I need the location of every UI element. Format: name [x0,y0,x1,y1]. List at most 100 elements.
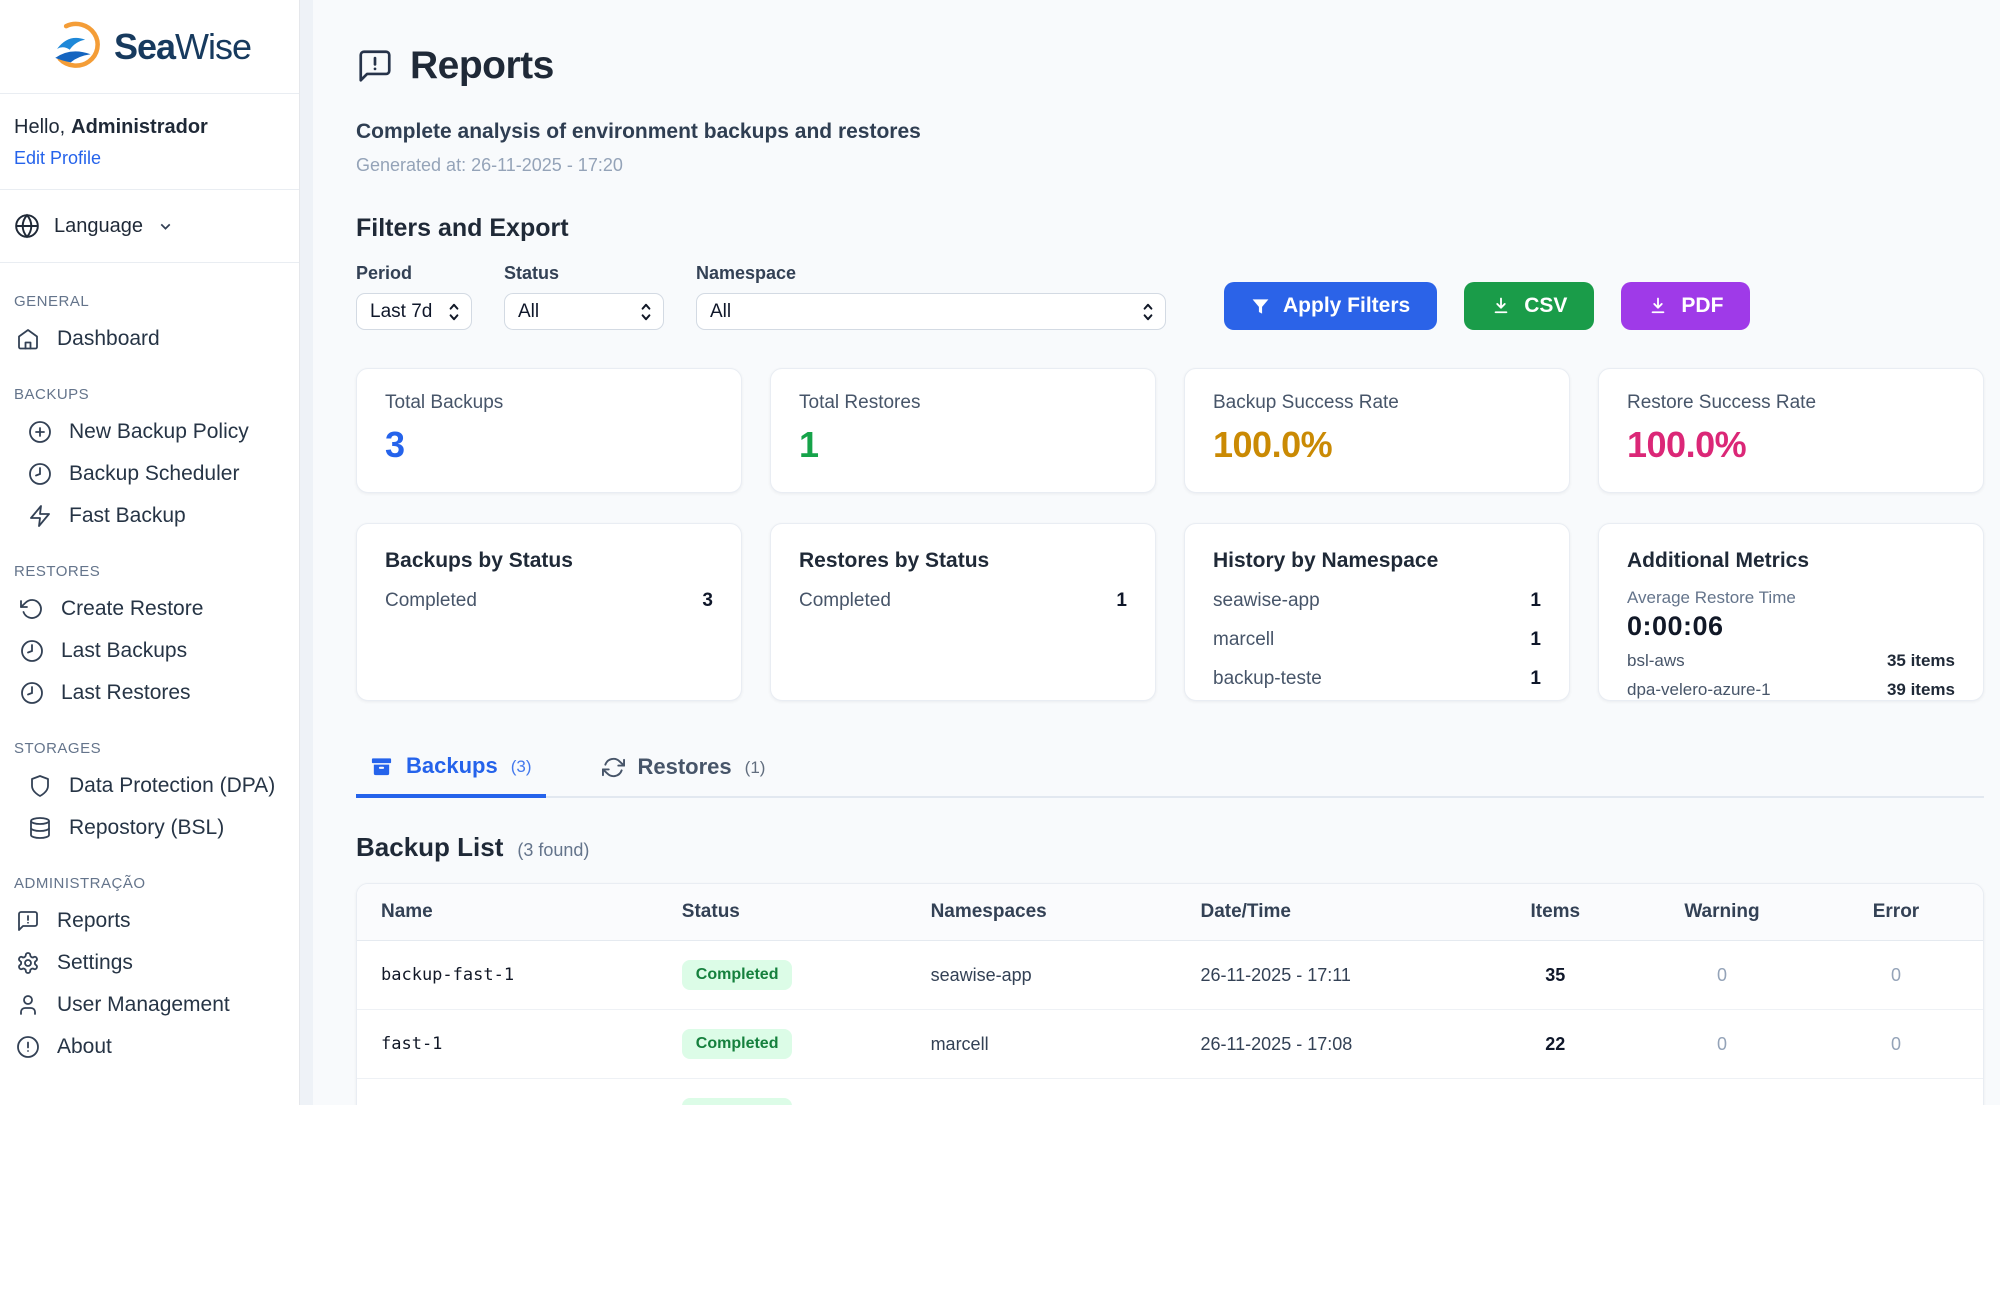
tab-restores[interactable]: Restores (1) [588,745,780,796]
namespace-row: backup-teste 1 [1213,668,1541,690]
section-label-general: GENERAL [14,293,90,310]
row-value: 1 [1530,629,1541,650]
sidebar-item-new-backup-policy[interactable]: New Backup Policy [14,411,285,453]
backup-error: 0 [1890,964,1901,985]
backup-list-found-count: (3 found) [517,840,590,860]
logo-sea: Sea [113,25,176,67]
table-row: backup-fast-1 Completed seawise-app 26-1… [357,941,1983,1010]
archive-box-icon [370,755,393,778]
sidebar-item-repostory-bsl[interactable]: Repostory (BSL) [14,807,285,849]
status-select[interactable]: All [504,293,664,330]
nav-section-restores: RESTORES Create Restore Last Backups [14,563,285,714]
storage-items-row: dpa-velero-azure-1 39 items [1627,680,1955,700]
user-greeting-block: Hello, Administrador Edit Profile [0,94,299,190]
stat-label: Total Restores [799,392,921,413]
language-label: Language [54,214,143,237]
sidebar-item-settings[interactable]: Settings [14,942,285,984]
sidebar-item-user-management[interactable]: User Management [14,984,285,1026]
namespace-label: Namespace [696,263,797,283]
section-label-administracao: ADMINISTRAÇÃO [14,875,146,892]
tab-count: (1) [744,758,766,777]
card-title: Additional Metrics [1627,549,1810,572]
row-value: 35 items [1886,651,1955,670]
sidebar-item-label: Last Backups [61,639,188,662]
sidebar: SeaWise Hello, Administrador Edit Profil… [0,0,300,1105]
stat-value: 3 [385,424,405,465]
status-value: All [518,300,540,322]
zap-icon [28,504,52,528]
gear-icon [16,951,40,975]
nav-section-administracao: ADMINISTRAÇÃO Reports Settings [14,875,285,1068]
stat-label: Restore Success Rate [1627,392,1817,413]
backup-table: Name Status Namespaces Date/Time Items W… [357,884,1983,1105]
period-filter-group: Period Last 7d [356,263,472,330]
apply-filters-label: Apply Filters [1283,294,1411,317]
section-label-storages: STORAGES [14,740,102,757]
export-csv-label: CSV [1524,294,1568,317]
export-csv-button[interactable]: CSV [1464,282,1595,330]
filter-row: Period Last 7d Status All Name [356,263,1984,330]
status-badge: Completed [681,1029,793,1059]
history-by-namespace-card: History by Namespace seawise-app 1 marce… [1184,523,1570,701]
column-header-items: Items [1475,884,1635,941]
clock-icon [20,681,44,705]
scrollbar-track[interactable] [300,0,313,1105]
card-title: Backups by Status [385,549,573,572]
sidebar-item-dashboard[interactable]: Dashboard [14,318,285,360]
sidebar-item-label: Dashboard [57,327,160,350]
edit-profile-link[interactable]: Edit Profile [14,148,102,168]
plus-circle-icon [28,420,52,444]
status-row: Completed 3 [385,590,713,612]
sidebar-item-about[interactable]: About [14,1026,285,1068]
sidebar-item-label: New Backup Policy [69,420,249,443]
namespace-select[interactable]: All [696,293,1166,330]
export-pdf-button[interactable]: PDF [1621,282,1751,330]
list-tabs: Backups (3) Restores (1) [356,745,1984,798]
sidebar-item-last-backups[interactable]: Last Backups [14,630,285,672]
stat-cards: Total Backups 3 Total Restores 1 Backup … [356,368,1984,493]
row-value: 1 [1116,590,1127,611]
backup-name: fast-1 [357,1009,658,1079]
backup-warning: 0 [1634,1078,1809,1105]
sidebar-item-label: About [57,1035,112,1058]
status-label: Status [504,263,560,283]
sidebar-item-create-restore[interactable]: Create Restore [14,588,285,630]
backup-error: 0 [1808,1078,1983,1105]
namespace-row: marcell 1 [1213,629,1541,651]
tab-label: Restores [637,754,732,779]
report-bubble-icon [356,47,394,85]
period-select[interactable]: Last 7d [356,293,472,330]
sidebar-item-last-restores[interactable]: Last Restores [14,672,285,714]
stat-value: 100.0% [1627,424,1747,465]
table-row: fast-backup-2 Completed backup-teste 26-… [357,1078,1983,1105]
sidebar-item-fast-backup[interactable]: Fast Backup [14,495,285,537]
sidebar-item-label: Reports [57,909,131,932]
row-value: 39 items [1886,680,1955,699]
backup-namespaces: marcell [906,1009,1177,1079]
table-row: fast-1 Completed marcell 26-11-2025 - 17… [357,1009,1983,1079]
apply-filters-button[interactable]: Apply Filters [1224,282,1438,330]
refresh-icon [601,756,625,779]
sidebar-item-reports[interactable]: Reports [14,900,285,942]
sidebar-item-label: Create Restore [61,597,204,620]
sidebar-item-data-protection-dpa[interactable]: Data Protection (DPA) [14,765,285,807]
row-value: 1 [1530,590,1541,611]
column-header-error: Error [1808,884,1983,941]
nav-section-general: GENERAL Dashboard [14,293,285,360]
section-label-backups: BACKUPS [14,386,90,403]
stat-value: 1 [799,424,819,465]
page-title: Reports [410,44,554,87]
tab-backups[interactable]: Backups (3) [356,745,546,798]
backup-datetime: 26-11-2025 - 17:11 [1200,964,1351,985]
page-subtitle: Complete analysis of environment backups… [356,120,921,143]
tab-label: Backups [406,753,498,778]
stat-label: Total Backups [385,392,504,413]
language-selector[interactable]: Language [0,190,299,263]
restores-by-status-card: Restores by Status Completed 1 [770,523,1156,701]
backup-datetime: 26-11-2025 - 17:08 [1176,1078,1476,1105]
logo-wise: Wise [175,25,252,67]
sidebar-item-backup-scheduler[interactable]: Backup Scheduler [14,453,285,495]
backup-namespaces: seawise-app [930,964,1032,985]
select-stepper-icon [447,301,461,323]
rotate-ccw-icon [20,597,44,621]
